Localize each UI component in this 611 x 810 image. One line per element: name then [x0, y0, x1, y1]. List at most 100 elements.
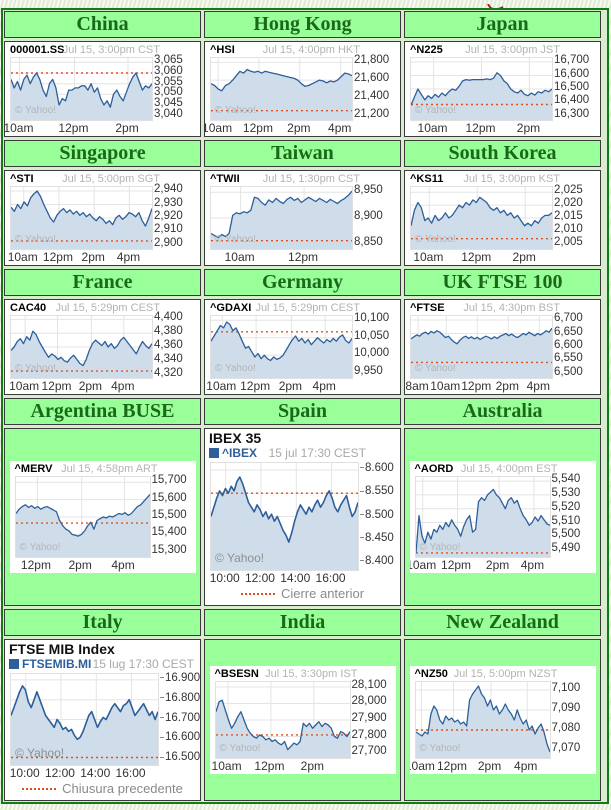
- y-axis-label: 2,025: [554, 184, 583, 197]
- y-axis-label: 10,050: [354, 329, 390, 342]
- market-header-australia: Australia: [404, 398, 601, 425]
- market-header-spain: Spain: [204, 398, 401, 425]
- chart-^AORD[interactable]: ^AORD Jul 15, 4:00pm EST 5,540 5,530 5,520 5,…: [409, 461, 596, 573]
- chart-^MERV[interactable]: ^MERV Jul 15, 4:58pm ART 15,700 15,600 15,50…: [9, 461, 196, 573]
- chart-timestamp: Jul 15, 5:29pm CEST: [55, 302, 160, 314]
- dotted-line-sample-icon: [22, 787, 57, 790]
- chart-timestamp: Jul 15, 4:30pm BST: [463, 302, 560, 314]
- yahoo-watermark: © Yahoo!: [415, 363, 456, 374]
- x-axis-label: 10am: [417, 121, 448, 135]
- x-axis-label: 2pm: [477, 759, 502, 773]
- plot-area: [10, 673, 159, 766]
- y-axis-label: 4,400: [154, 311, 183, 324]
- y-axis-label: 3,040: [154, 107, 183, 120]
- plot-area: [410, 57, 553, 121]
- chart-^FTSE[interactable]: ^FTSE Jul 15, 4:30pm BST 6,700 6,650 6,600 6,…: [405, 300, 600, 394]
- chart-timestamp: 15 jul 17:30 CEST: [268, 446, 366, 460]
- chart-CAC40[interactable]: CAC40 Jul 15, 5:29pm CEST 4,400 4,380 4,360 4…: [5, 300, 200, 394]
- y-axis-label: 2,005: [554, 235, 583, 248]
- y-axis-label: 8.400: [360, 555, 394, 567]
- x-axis-label: 2pm: [300, 759, 324, 773]
- x-axis-label: 16:00: [315, 571, 346, 585]
- y-axis-label: 2,910: [154, 223, 183, 236]
- y-axis-label: 8,900: [354, 210, 383, 222]
- x-axis-label: 2pm: [495, 379, 519, 393]
- x-axis-label: 12pm: [42, 250, 73, 264]
- yahoo-watermark: © Yahoo!: [415, 234, 456, 245]
- x-axis-label: 10am: [430, 379, 461, 393]
- market-header-uk-ftse-100: UK FTSE 100: [404, 269, 601, 296]
- y-axis-label: 7,100: [551, 682, 581, 694]
- plot-area: [210, 462, 359, 571]
- x-axis-label: 12pm: [242, 121, 273, 135]
- y-axis-label: 28,100: [351, 678, 387, 691]
- y-axis-label: 2,900: [154, 236, 183, 249]
- y-axis-label: 8.500: [360, 509, 394, 521]
- x-axis-label: 10:00: [9, 766, 40, 780]
- chart-legend: FTSEMIB.MI 15 lug 17:30 CEST: [9, 657, 198, 671]
- plot-area: [10, 57, 153, 121]
- y-axis-label: 2,930: [154, 196, 183, 209]
- chart-^TWII[interactable]: ^TWII Jul 15, 1:30pm CST 8,950 8,900 8,850 10…: [205, 171, 400, 265]
- x-axis-label: 10am: [410, 759, 435, 773]
- x-axis-label: 10am: [206, 379, 237, 393]
- y-axis-label: 16.700: [160, 712, 200, 724]
- chart-FTSEMIB.MI[interactable]: FTSE MIB Index FTSEMIB.MI 15 lug 17:30 CES…: [5, 640, 200, 800]
- x-axis-label: 10am: [224, 250, 255, 264]
- chart-^IBEX[interactable]: IBEX 35 ^IBEX 15 jul 17:30 CEST 8.600 8.550 8…: [205, 429, 400, 605]
- chart-^BSESN[interactable]: ^BSESN Jul 15, 3:30pm IST 28,100 28,000 27,9…: [209, 666, 396, 774]
- chart-^GDAXI[interactable]: ^GDAXI Jul 15, 5:29pm CEST 10,100 10,050 10,…: [205, 300, 400, 394]
- yahoo-watermark: © Yahoo!: [15, 105, 56, 116]
- chart-timestamp: Jul 15, 3:00pm KST: [463, 173, 560, 185]
- x-axis-label: 10am: [211, 759, 242, 773]
- chart-timestamp: Jul 15, 3:00pm CST: [62, 44, 160, 56]
- y-axis-label: 10,000: [354, 347, 390, 360]
- x-axis-label: 12pm: [41, 379, 72, 393]
- chart-^KS11[interactable]: ^KS11 Jul 15, 3:00pm KST 2,025 2,020 2,015 2,…: [405, 171, 600, 265]
- plot-area: [14, 476, 151, 558]
- x-axis-label: 14:00: [280, 571, 311, 585]
- chart-^HSI[interactable]: ^HSI Jul 15, 4:00pm HKT 21,800 21,600 21,400…: [205, 42, 400, 136]
- x-axis-label: 12pm: [461, 250, 492, 264]
- x-axis-label: 12pm: [441, 558, 472, 572]
- chart-ticker: ^GDAXI: [210, 302, 252, 314]
- plot-area: [214, 681, 351, 759]
- market-header-china: China: [4, 11, 201, 38]
- x-axis-label: 2pm: [512, 250, 536, 264]
- x-axis-label: 4pm: [116, 250, 141, 264]
- y-axis-label: 15,700: [151, 474, 187, 487]
- plot-area: [10, 186, 153, 250]
- market-chart-cell: ^NZ50 Jul 15, 5:00pm NZST 7,100 7,090 7,080 7…: [404, 639, 601, 801]
- chart-timestamp: Jul 15, 5:00pm SGT: [62, 173, 160, 185]
- x-axis-label: 2pm: [115, 121, 139, 135]
- y-axis-label: 3,065: [154, 54, 183, 67]
- plot-area: [410, 315, 553, 379]
- yahoo-watermark: © Yahoo!: [419, 542, 461, 553]
- x-axis-label: 12pm: [20, 558, 51, 572]
- x-axis-label: 12:00: [244, 571, 275, 585]
- legend-ticker: ^IBEX: [222, 446, 258, 460]
- yahoo-watermark: © Yahoo!: [215, 363, 256, 374]
- chart-000001.SS[interactable]: 000001.SS Jul 15, 3:00pm CST 3,065 3,060 3,0…: [5, 42, 200, 136]
- market-header-south-korea: South Korea: [404, 140, 601, 167]
- y-axis-label: 5,540: [551, 473, 581, 486]
- market-chart-cell: ^N225 Jul 15, 3:00pm JST 16,700 16,600 16,50…: [404, 41, 601, 137]
- y-axis-label: 16.800: [160, 692, 200, 704]
- chart-^STI[interactable]: ^STI Jul 15, 5:00pm SGT 2,940 2,930 2,920 2,9…: [5, 171, 200, 265]
- chart-^N225[interactable]: ^N225 Jul 15, 3:00pm JST 16,700 16,600 16,50…: [405, 42, 600, 136]
- yahoo-watermark: © Yahoo!: [215, 234, 256, 245]
- market-header-new-zealand: New Zealand: [404, 609, 601, 636]
- yahoo-watermark: © Yahoo!: [415, 105, 456, 116]
- y-axis-label: 9,950: [354, 364, 383, 377]
- chart-legend: ^IBEX 15 jul 17:30 CEST: [209, 446, 398, 460]
- chart-timestamp: Jul 15, 3:30pm IST: [265, 668, 358, 680]
- market-header-india: India: [204, 609, 401, 636]
- x-axis-label: 4pm: [520, 558, 545, 572]
- prev-close-legend-label: Chiusura precedente: [62, 781, 183, 796]
- yahoo-watermark: © Yahoo!: [19, 542, 61, 553]
- y-axis-label: 6,700: [554, 312, 583, 325]
- chart-^NZ50[interactable]: ^NZ50 Jul 15, 5:00pm NZST 7,100 7,090 7,080 7…: [409, 666, 596, 774]
- plot-area: [414, 476, 551, 558]
- market-header-germany: Germany: [204, 269, 401, 296]
